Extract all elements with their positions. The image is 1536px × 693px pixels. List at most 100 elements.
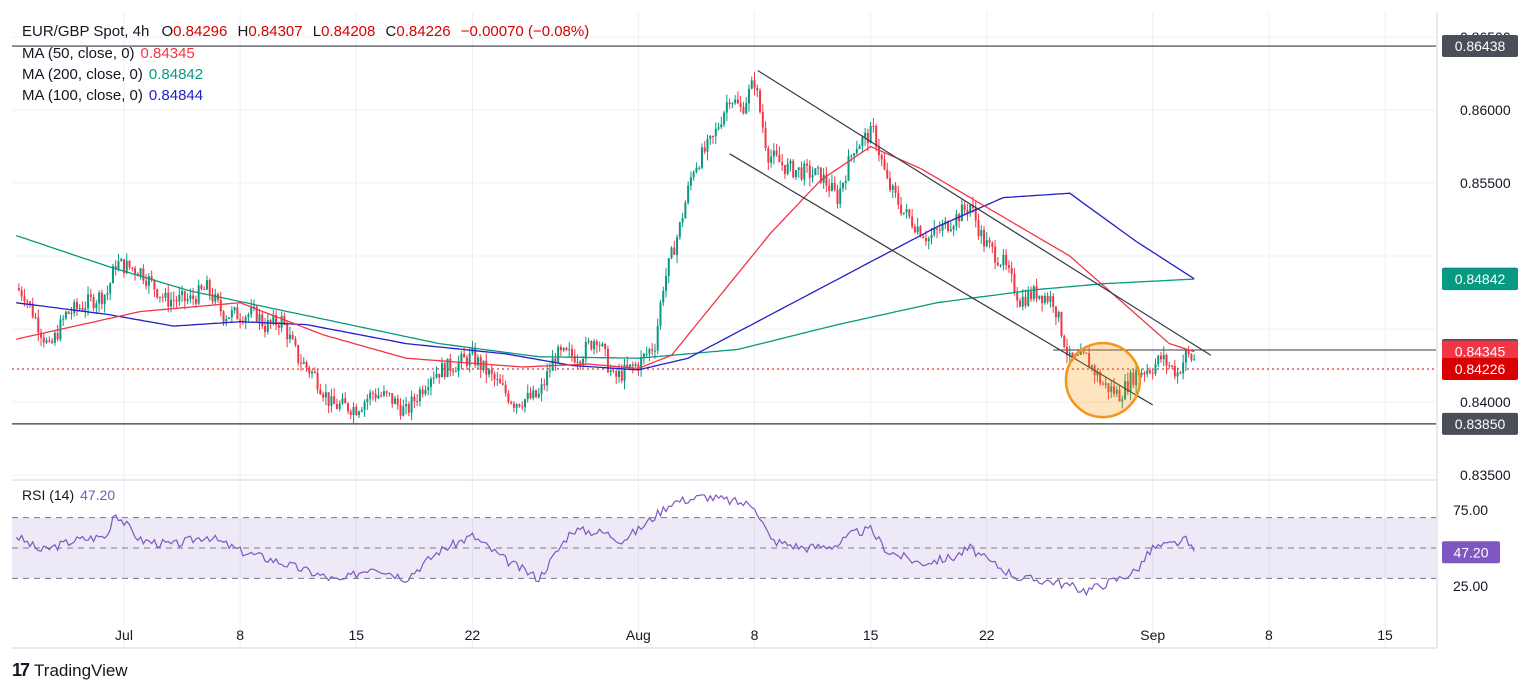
candle-body xyxy=(258,314,261,322)
candle-body xyxy=(67,311,70,314)
candle-body xyxy=(803,163,806,180)
candle-body xyxy=(42,337,45,343)
candle-body xyxy=(825,174,828,186)
candle-body xyxy=(836,189,839,204)
candle-body xyxy=(883,159,886,170)
candle-body xyxy=(665,275,668,291)
candle-body xyxy=(844,180,847,183)
candle-body xyxy=(1013,273,1016,294)
candle-body xyxy=(95,303,98,309)
candle-body xyxy=(73,302,76,314)
candle-body xyxy=(1107,383,1110,393)
candle-body xyxy=(775,150,778,155)
ma100-legend[interactable]: MA (100, close, 0) 0.84844 xyxy=(22,87,203,104)
candle-body xyxy=(706,138,709,152)
candle-body xyxy=(222,311,225,322)
candle-body xyxy=(435,373,438,378)
x-tick-label: 15 xyxy=(863,627,879,643)
candle-body xyxy=(252,306,255,308)
drawing-overlays xyxy=(729,70,1212,419)
candle-body xyxy=(1046,295,1049,302)
candle-body xyxy=(535,390,538,398)
ma50-legend[interactable]: MA (50, close, 0) 0.84345 xyxy=(22,45,195,62)
candle-body xyxy=(1005,254,1008,266)
candle-body xyxy=(183,291,186,301)
candle-body xyxy=(1082,350,1085,353)
candlestick-series xyxy=(17,72,1196,424)
candle-body xyxy=(543,384,546,386)
candle-body xyxy=(703,147,706,152)
candle-body xyxy=(1101,383,1104,385)
candle-body xyxy=(358,411,361,416)
close-label: C xyxy=(385,23,397,40)
ma200-label: MA (200, close, 0) xyxy=(22,66,143,83)
candle-body xyxy=(1146,370,1149,374)
candle-body xyxy=(125,260,128,274)
moving-averages xyxy=(15,145,1195,371)
candle-body xyxy=(128,260,131,268)
candle-body xyxy=(789,160,792,164)
candle-body xyxy=(75,302,78,309)
candle-body xyxy=(335,404,338,409)
candle-body xyxy=(590,341,593,350)
candle-body xyxy=(924,238,927,242)
candle-body xyxy=(239,319,242,321)
candle-body xyxy=(1010,268,1013,274)
candle-body xyxy=(717,127,720,129)
candle-body xyxy=(974,207,977,221)
candle-body xyxy=(1099,372,1102,384)
candle-body xyxy=(999,265,1002,267)
candle-body xyxy=(53,332,56,343)
candle-body xyxy=(1193,359,1196,361)
candle-body xyxy=(158,296,161,298)
candle-body xyxy=(197,285,200,304)
candle-body xyxy=(208,280,211,295)
candle-body xyxy=(31,303,34,318)
ma200-legend[interactable]: MA (200, close, 0) 0.84842 xyxy=(22,66,203,83)
candle-body xyxy=(695,167,698,173)
candle-body xyxy=(45,340,48,343)
candle-body xyxy=(87,294,90,309)
candle-body xyxy=(299,362,302,364)
candle-body xyxy=(875,126,878,147)
rsi-legend[interactable]: RSI (14) 47.20 xyxy=(22,487,115,503)
candle-body xyxy=(429,378,432,388)
candle-body xyxy=(507,393,510,402)
candle-body xyxy=(1068,352,1071,355)
candle-body xyxy=(1071,352,1074,358)
candle-body xyxy=(286,324,289,340)
candle-body xyxy=(521,406,524,408)
candle-body xyxy=(161,296,164,298)
candle-body xyxy=(294,339,297,346)
candle-body xyxy=(830,182,833,191)
candle-body xyxy=(949,229,952,232)
candle-body xyxy=(34,317,37,319)
candle-body xyxy=(866,132,869,144)
candle-body xyxy=(584,341,587,359)
candle-body xyxy=(700,147,703,168)
candle-body xyxy=(1002,254,1005,266)
change-value: −0.00070 (−0.08%) xyxy=(460,23,590,40)
candle-body xyxy=(109,283,112,294)
candle-body xyxy=(637,364,640,371)
tradingview-brand[interactable]: 17 TradingView xyxy=(12,660,128,681)
candle-body xyxy=(305,362,308,368)
time-axis: Jul 8 15 22 Aug 8 15 22 Sep 8 15 xyxy=(115,627,1393,643)
candle-body xyxy=(51,340,54,343)
candle-body xyxy=(391,393,394,404)
candle-body xyxy=(623,364,626,381)
candle-body xyxy=(653,350,656,352)
candle-body xyxy=(219,299,222,312)
x-tick-label: 8 xyxy=(1265,627,1273,643)
candle-body xyxy=(302,362,305,364)
candle-body xyxy=(385,391,388,393)
candle-body xyxy=(1035,286,1038,299)
candle-body xyxy=(770,156,773,163)
candle-body xyxy=(847,156,850,181)
price-tag xyxy=(1442,412,1518,435)
tradingview-logo-icon: 17 xyxy=(12,660,30,680)
candle-body xyxy=(322,394,325,398)
horizontal-lines xyxy=(12,45,1436,425)
candle-body xyxy=(81,307,84,311)
